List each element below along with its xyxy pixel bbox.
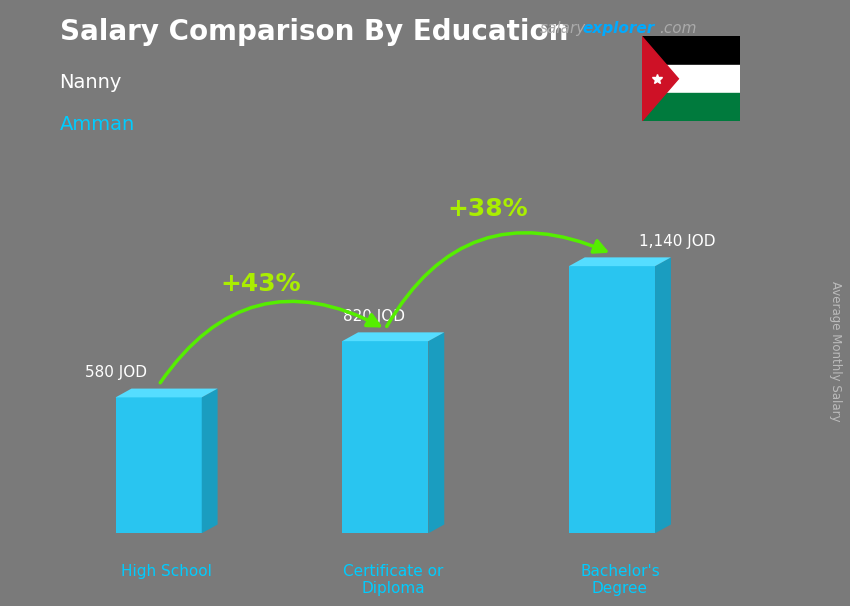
Polygon shape [569,266,655,533]
Text: 580 JOD: 580 JOD [85,365,147,381]
Polygon shape [116,388,218,398]
Text: salary: salary [540,21,586,36]
Text: 820 JOD: 820 JOD [343,309,405,324]
Text: explorer: explorer [582,21,654,36]
Text: Amman: Amman [60,115,135,134]
Text: Nanny: Nanny [60,73,122,92]
Bar [642,36,740,65]
Text: Bachelor's
Degree: Bachelor's Degree [580,564,660,596]
Polygon shape [116,398,201,533]
Polygon shape [569,258,671,266]
Text: Average Monthly Salary: Average Monthly Salary [829,281,842,422]
Bar [642,65,740,93]
Polygon shape [343,332,445,341]
Bar [642,93,740,121]
Text: 1,140 JOD: 1,140 JOD [639,234,716,249]
Polygon shape [642,36,678,121]
Text: +43%: +43% [220,272,301,296]
Polygon shape [343,341,428,533]
Polygon shape [201,388,218,533]
Text: High School: High School [122,564,212,579]
Text: .com: .com [659,21,696,36]
Polygon shape [428,332,445,533]
Text: Certificate or
Diploma: Certificate or Diploma [343,564,444,596]
Polygon shape [655,258,671,533]
Text: +38%: +38% [447,197,528,221]
Text: Salary Comparison By Education: Salary Comparison By Education [60,18,568,46]
